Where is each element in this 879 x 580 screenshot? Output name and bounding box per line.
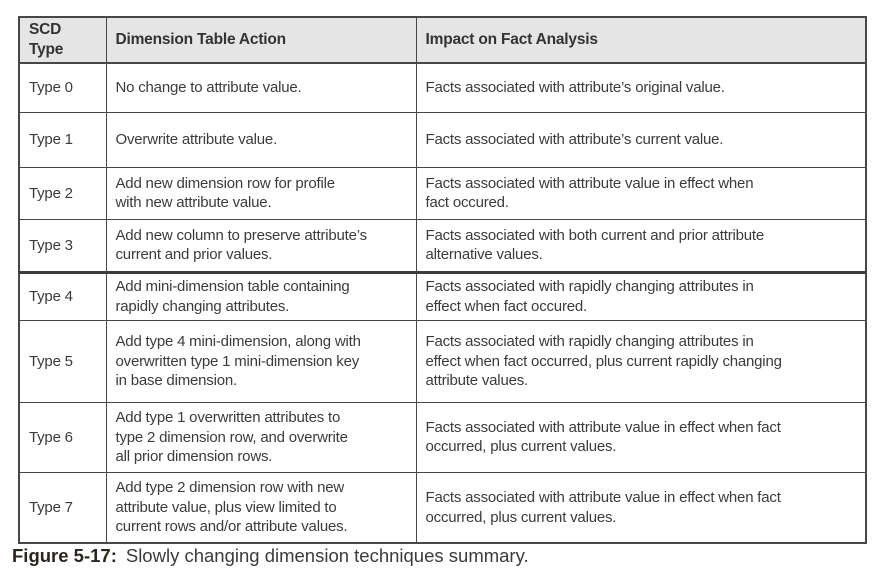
action-cell: Add mini-dimension table containing rapi… <box>105 270 417 321</box>
table-row-type-2: Type 2 Add new dimension row for profile… <box>18 166 867 220</box>
figure-caption-label: Figure 5-17: <box>12 545 117 566</box>
figure-caption: Figure 5-17: Slowly changing dimension te… <box>12 545 529 567</box>
scd-type-cell: Type 4 <box>18 270 107 321</box>
scd-type-cell: Type 2 <box>18 166 107 220</box>
column-header-scd-type: SCD Type <box>18 16 107 65</box>
scd-type-cell: Type 1 <box>18 111 107 168</box>
scd-techniques-table: SCD Type Dimension Table Action Impact o… <box>18 16 867 545</box>
action-cell: No change to attribute value. <box>105 62 417 113</box>
scd-type-cell: Type 6 <box>18 401 107 473</box>
impact-cell: Facts associated with rapidly changing a… <box>415 270 867 321</box>
action-cell: Add new dimension row for profile with n… <box>105 166 417 220</box>
column-header-dimension-table-action: Dimension Table Action <box>105 16 417 65</box>
table-row-type-3: Type 3 Add new column to preserve attrib… <box>18 218 867 273</box>
impact-cell: Facts associated with attribute’s curren… <box>415 111 867 168</box>
impact-cell: Facts associated with both current and p… <box>415 218 867 273</box>
scd-type-cell: Type 0 <box>18 62 107 113</box>
impact-cell: Facts associated with attribute value in… <box>415 166 867 220</box>
table-header-row: SCD Type Dimension Table Action Impact o… <box>18 16 867 65</box>
table-row-type-6: Type 6 Add type 1 overwritten attributes… <box>18 401 867 473</box>
action-cell: Add new column to preserve attribute’s c… <box>105 218 417 273</box>
action-cell: Add type 2 dimension row with new attrib… <box>105 471 417 544</box>
scd-type-cell: Type 5 <box>18 319 107 403</box>
column-header-impact-on-fact-analysis: Impact on Fact Analysis <box>415 16 867 65</box>
action-cell: Add type 1 overwritten attributes to typ… <box>105 401 417 473</box>
figure-caption-text: Slowly changing dimension techniques sum… <box>125 545 529 566</box>
action-cell: Overwrite attribute value. <box>105 111 417 168</box>
table-row-type-7: Type 7 Add type 2 dimension row with new… <box>18 471 867 544</box>
impact-cell: Facts associated with attribute value in… <box>415 401 867 473</box>
table-row-type-0: Type 0 No change to attribute value. Fac… <box>18 62 867 113</box>
impact-cell: Facts associated with attribute’s origin… <box>415 62 867 113</box>
table-row-type-1: Type 1 Overwrite attribute value. Facts … <box>18 111 867 168</box>
table-row-type-5: Type 5 Add type 4 mini-dimension, along … <box>18 319 867 403</box>
impact-cell: Facts associated with attribute value in… <box>415 471 867 544</box>
table-row-type-4: Type 4 Add mini-dimension table containi… <box>18 270 867 321</box>
scd-type-cell: Type 3 <box>18 218 107 273</box>
impact-cell: Facts associated with rapidly changing a… <box>415 319 867 403</box>
action-cell: Add type 4 mini-dimension, along with ov… <box>105 319 417 403</box>
scd-type-cell: Type 7 <box>18 471 107 544</box>
